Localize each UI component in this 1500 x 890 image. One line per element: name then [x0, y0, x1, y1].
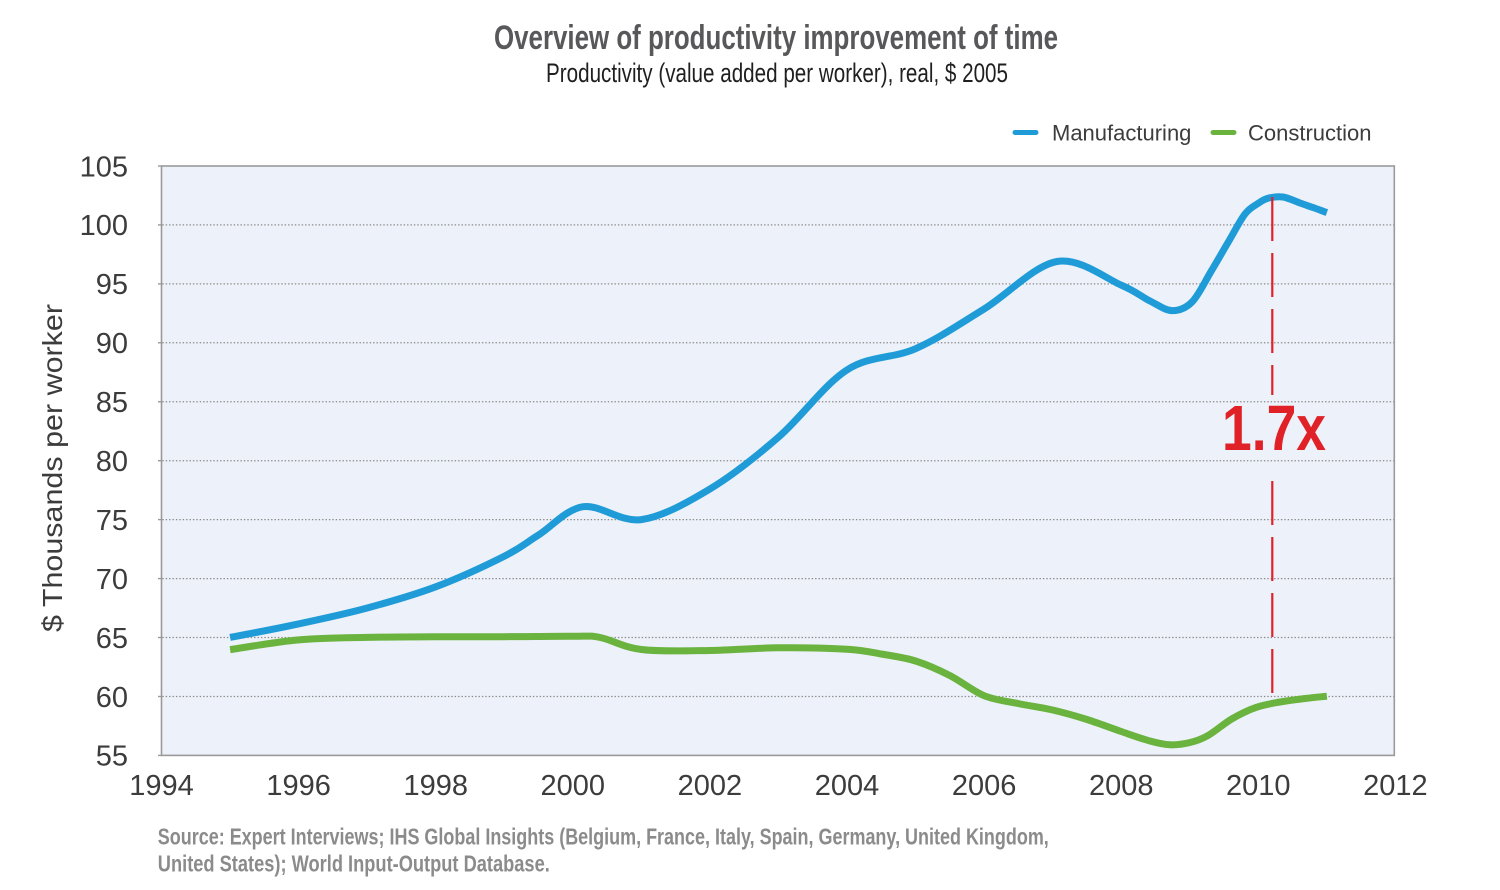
svg-text:65: 65 — [96, 623, 128, 655]
svg-text:1998: 1998 — [403, 770, 468, 802]
svg-text:2010: 2010 — [1226, 770, 1291, 802]
svg-text:Productivity (value added per: Productivity (value added per worker), r… — [546, 58, 1008, 88]
svg-text:1996: 1996 — [266, 770, 331, 802]
svg-text:2012: 2012 — [1363, 770, 1428, 802]
svg-text:Manufacturing: Manufacturing — [1052, 121, 1191, 146]
svg-text:2000: 2000 — [541, 770, 606, 802]
svg-text:60: 60 — [96, 682, 128, 714]
svg-text:2008: 2008 — [1089, 770, 1154, 802]
svg-text:$ Thousands per worker: $ Thousands per worker — [37, 304, 68, 632]
svg-text:Construction: Construction — [1248, 121, 1372, 146]
svg-text:1994: 1994 — [129, 770, 194, 802]
svg-text:80: 80 — [96, 446, 128, 478]
svg-text:55: 55 — [96, 741, 128, 773]
svg-text:105: 105 — [80, 151, 128, 183]
svg-text:85: 85 — [96, 387, 128, 419]
svg-text:95: 95 — [96, 269, 128, 301]
svg-text:1.7x: 1.7x — [1222, 392, 1326, 464]
svg-text:2004: 2004 — [815, 770, 880, 802]
svg-text:Overview of productivity impro: Overview of productivity improvement of … — [494, 19, 1058, 57]
svg-text:2002: 2002 — [678, 770, 743, 802]
svg-text:100: 100 — [80, 210, 128, 242]
svg-text:90: 90 — [96, 328, 128, 360]
svg-text:United States); World Input-Ou: United States); World Input-Output Datab… — [158, 850, 550, 876]
svg-text:70: 70 — [96, 564, 128, 596]
svg-text:75: 75 — [96, 505, 128, 537]
svg-text:Source: Expert Interviews; IHS: Source: Expert Interviews; IHS Global In… — [158, 824, 1049, 850]
svg-text:2006: 2006 — [952, 770, 1017, 802]
